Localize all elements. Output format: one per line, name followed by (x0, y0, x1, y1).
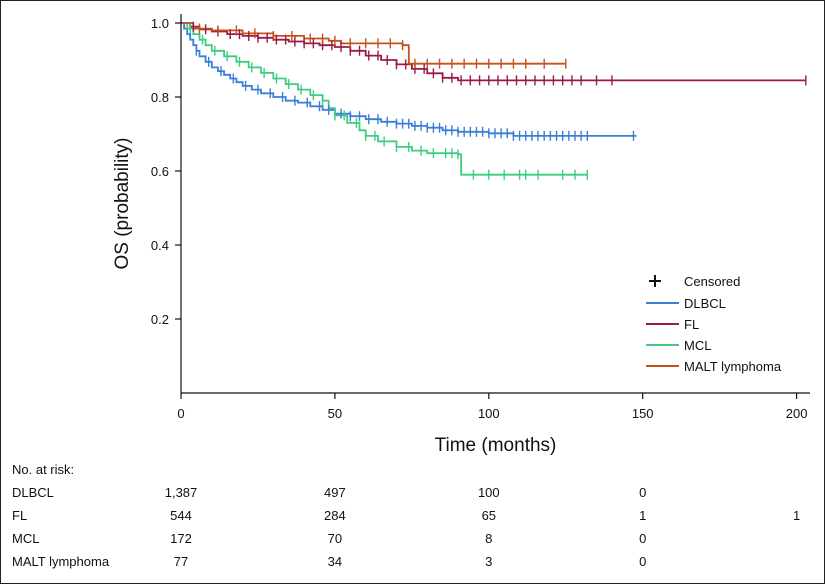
risk-value: 0 (639, 554, 647, 569)
risk-value: 1 (639, 508, 647, 523)
risk-value: 100 (477, 485, 500, 500)
survival-curves (181, 22, 806, 176)
risk-value: 0 (639, 531, 647, 546)
x-tick-label: 150 (632, 406, 654, 421)
x-tick-label: 0 (177, 406, 184, 421)
curve-dlbcl (181, 22, 637, 137)
risk-value: 34 (327, 554, 343, 569)
curve-fl (181, 22, 806, 82)
risk-row-label: FL (12, 508, 28, 523)
risk-value: 544 (170, 508, 192, 523)
y-tick-label: 0.2 (151, 312, 169, 327)
risk-row-label: MALT lymphoma (12, 554, 110, 569)
x-tick-label: 200 (786, 406, 808, 421)
axis-ticks: 0 50 100 150 200 0.2 0.4 0.6 0.8 1.0 (151, 16, 808, 421)
risk-row-label: DLBCL (12, 485, 54, 500)
legend-censored-label: Censored (684, 274, 740, 289)
legend-label: MALT lymphoma (684, 359, 782, 374)
censor-marks (189, 21, 807, 180)
censor-plus-icon (649, 275, 661, 287)
risk-value: 77 (173, 554, 189, 569)
legend-label: FL (684, 317, 699, 332)
legend-label: MCL (684, 338, 711, 353)
x-tick-label: 100 (478, 406, 500, 421)
risk-value: 65 (481, 508, 497, 523)
risk-row-label: MCL (12, 531, 40, 546)
y-tick-label: 0.6 (151, 164, 169, 179)
y-tick-label: 0.4 (151, 238, 169, 253)
risk-value: 3 (485, 554, 493, 569)
x-tick-label: 50 (328, 406, 342, 421)
legend-label: DLBCL (684, 296, 726, 311)
x-axis-title: Time (months) (435, 435, 557, 456)
risk-value: 172 (170, 531, 192, 546)
risk-value: 497 (324, 485, 346, 500)
legend: Censored DLBCL FL MCL MALT lymphoma (646, 274, 782, 374)
y-tick-label: 1.0 (151, 16, 169, 31)
risk-value: 1,387 (164, 485, 198, 500)
risk-value: 8 (485, 531, 493, 546)
risk-value: 1 (792, 508, 801, 523)
curve-malt-lymphoma (181, 22, 566, 65)
curve-mcl (181, 22, 588, 176)
risk-value: 284 (324, 508, 346, 523)
risk-value: 0 (639, 485, 647, 500)
y-tick-label: 0.8 (151, 90, 169, 105)
risk-table-title: No. at risk: (12, 462, 75, 477)
y-axis-title: OS (probability) (112, 138, 133, 270)
risk-value: 70 (327, 531, 343, 546)
